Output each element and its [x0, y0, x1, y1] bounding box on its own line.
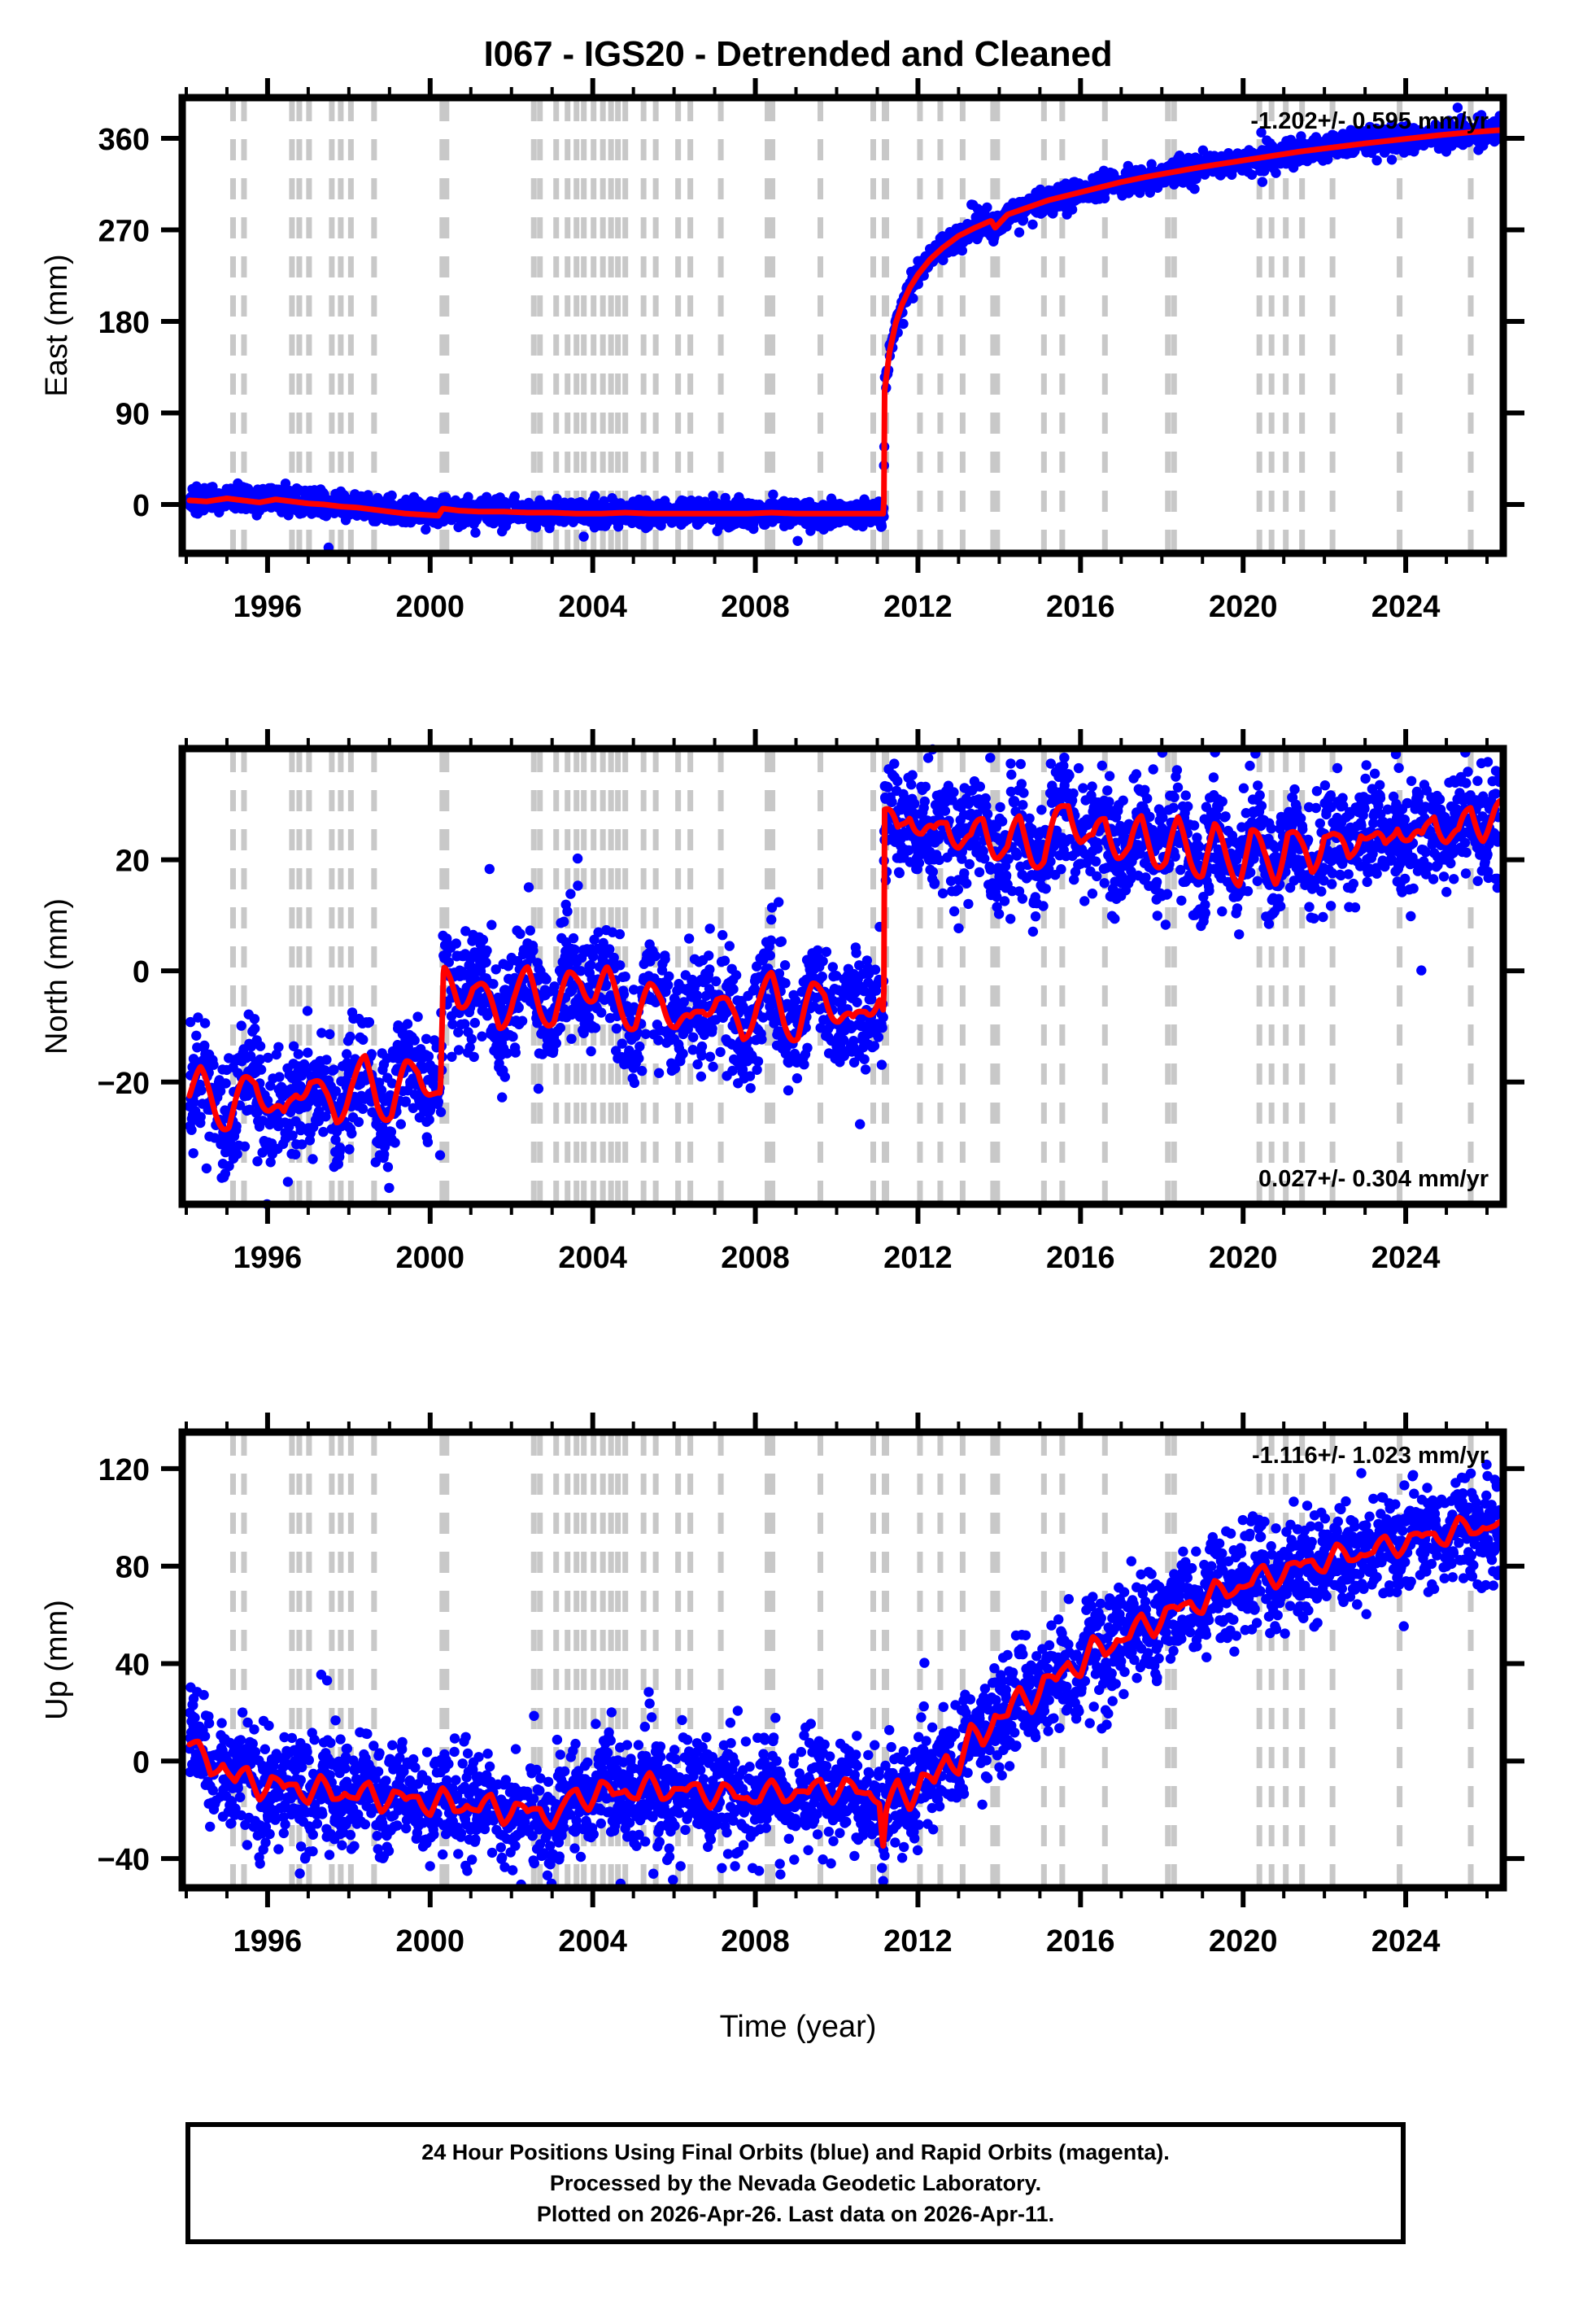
- model-fit-line-north: [186, 797, 1503, 1133]
- y-tick-label: 40: [116, 1648, 150, 1682]
- page-title: I067 - IGS20 - Detrended and Cleaned: [483, 34, 1113, 74]
- y-tick-label: 360: [98, 123, 150, 157]
- y-tick-label: 20: [116, 845, 150, 879]
- chart-up: 1996 2000 2004 2008 2012 2016 2020 2024 −40 0 40 80…: [40, 1413, 1524, 1959]
- x-tick-label: 2012: [883, 1241, 953, 1275]
- footer-line-3: Plotted on 2026-Apr-26. Last data on 202…: [536, 2202, 1055, 2227]
- x-tick-label: 1996: [233, 590, 303, 624]
- chart-north: 1996 2000 2004 2008 2012 2016 2020 2024 −20 0 20 No…: [40, 729, 1524, 1275]
- x-tick-label: 1996: [233, 1924, 303, 1959]
- y-tick-label: 80: [116, 1551, 150, 1585]
- plot-frame-east: [178, 94, 1507, 557]
- rate-annotation-east: -1.202+/- 0.595 mm/yr: [1250, 108, 1489, 134]
- x-tick-label: 2000: [396, 590, 465, 624]
- x-tick-label: 2016: [1046, 1924, 1115, 1959]
- x-axis-ticks: [184, 1413, 1489, 1907]
- x-tick-label: 2000: [396, 1241, 465, 1275]
- rate-annotation-up: -1.116+/- 1.023 mm/yr: [1252, 1443, 1489, 1469]
- y-axis-title-north: North (mm): [40, 898, 74, 1055]
- x-tick-label: 2024: [1371, 1241, 1441, 1275]
- footer-caption-box: 24 Hour Positions Using Final Orbits (bl…: [185, 2122, 1406, 2244]
- x-axis-ticks: [184, 729, 1489, 1224]
- x-tick-label: 2016: [1046, 1241, 1115, 1275]
- y-tick-label: 90: [116, 398, 150, 432]
- x-tick-label: 2020: [1209, 590, 1278, 624]
- plot-frame-north: [178, 745, 1507, 1208]
- x-tick-label: 2024: [1371, 1924, 1441, 1959]
- panel-east: 1996 2000 2004 2008 2012 2016 2020 2024 0 90 180 27…: [0, 0, 1596, 700]
- x-tick-label: 2016: [1046, 590, 1115, 624]
- x-tick-label: 2008: [721, 590, 790, 624]
- x-tick-label: 2020: [1209, 1924, 1278, 1959]
- y-tick-label: 270: [98, 215, 150, 249]
- y-tick-label: −40: [98, 1843, 150, 1877]
- rate-annotation-north: 0.027+/- 0.304 mm/yr: [1258, 1166, 1489, 1192]
- x-tick-label: 2000: [396, 1924, 465, 1959]
- x-axis-title: Time (year): [719, 2010, 877, 2044]
- model-fit-line-up: [186, 1514, 1503, 1849]
- y-tick-label: −20: [98, 1067, 150, 1101]
- y-tick-label: 0: [133, 1745, 150, 1780]
- footer-line-2: Processed by the Nevada Geodetic Laborat…: [549, 2170, 1042, 2195]
- x-tick-label: 2004: [558, 1924, 627, 1959]
- chart-east: 1996 2000 2004 2008 2012 2016 2020 2024 0 90 180 27…: [40, 78, 1524, 624]
- model-fit-line-east: [186, 127, 1503, 519]
- y-axis-title-east: East (mm): [40, 254, 74, 396]
- y-tick-label: 0: [133, 955, 150, 989]
- x-axis-ticks: [184, 78, 1489, 573]
- x-tick-label: 2024: [1371, 590, 1441, 624]
- x-tick-label: 2008: [721, 1924, 790, 1959]
- x-tick-label: 2020: [1209, 1241, 1278, 1275]
- x-tick-label: 2012: [883, 1924, 953, 1959]
- x-tick-label: 2004: [558, 590, 627, 624]
- y-tick-label: 0: [133, 489, 150, 523]
- panel-north: 1996 2000 2004 2008 2012 2016 2020 2024 −20 0 20 No…: [0, 651, 1596, 1351]
- x-tick-label: 2012: [883, 590, 953, 624]
- footer-line-1: 24 Hour Positions Using Final Orbits (bl…: [421, 2139, 1170, 2164]
- x-tick-label: 2004: [558, 1241, 627, 1275]
- x-tick-label: 2008: [721, 1241, 790, 1275]
- plot-frame-up: [178, 1428, 1507, 1892]
- panel-up: 1996 2000 2004 2008 2012 2016 2020 2024 −40 0 40 80…: [0, 1334, 1596, 2034]
- y-axis-title-up: Up (mm): [40, 1600, 74, 1720]
- y-tick-label: 180: [98, 306, 150, 340]
- y-tick-label: 120: [98, 1453, 150, 1487]
- x-tick-label: 1996: [233, 1241, 303, 1275]
- plot-area-east: [182, 98, 1503, 553]
